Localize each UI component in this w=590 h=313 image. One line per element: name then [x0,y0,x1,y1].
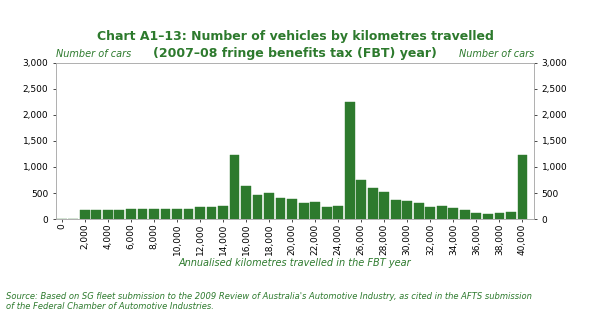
Bar [172,209,182,219]
Bar [379,192,389,219]
Bar [218,206,228,219]
Bar [241,187,251,219]
Bar [483,214,493,219]
Bar [414,203,424,219]
Bar [195,207,205,219]
Bar [425,207,435,219]
Bar [206,207,217,219]
Text: Number of cars: Number of cars [458,49,534,59]
Bar [264,193,274,219]
Bar [183,209,194,219]
Bar [391,200,401,219]
X-axis label: Annualised kilometres travelled in the FBT year: Annualised kilometres travelled in the F… [179,258,411,268]
Bar [160,209,171,219]
Bar [448,208,458,219]
Bar [80,210,90,219]
Bar [460,210,470,219]
Bar [253,195,263,219]
Bar [506,212,516,219]
Bar [310,202,320,219]
Bar [402,201,412,219]
Bar [494,213,504,219]
Text: Source: Based on SG fleet submission to the 2009 Review of Australia's Automotiv: Source: Based on SG fleet submission to … [6,292,532,311]
Title: Chart A1–13: Number of vehicles by kilometres travelled
(2007–08 fringe benefits: Chart A1–13: Number of vehicles by kilom… [97,30,493,60]
Bar [437,206,447,219]
Bar [126,209,136,219]
Bar [322,207,332,219]
Bar [114,210,124,219]
Bar [91,210,101,219]
Bar [68,218,78,219]
Bar [356,180,366,219]
Bar [299,203,309,219]
Bar [287,199,297,219]
Bar [517,155,527,219]
Bar [345,102,355,219]
Bar [333,206,343,219]
Bar [149,209,159,219]
Bar [276,198,286,219]
Bar [230,156,240,219]
Bar [368,188,378,219]
Bar [137,209,148,219]
Bar [471,213,481,219]
Bar [103,210,113,219]
Text: Number of cars: Number of cars [56,49,132,59]
